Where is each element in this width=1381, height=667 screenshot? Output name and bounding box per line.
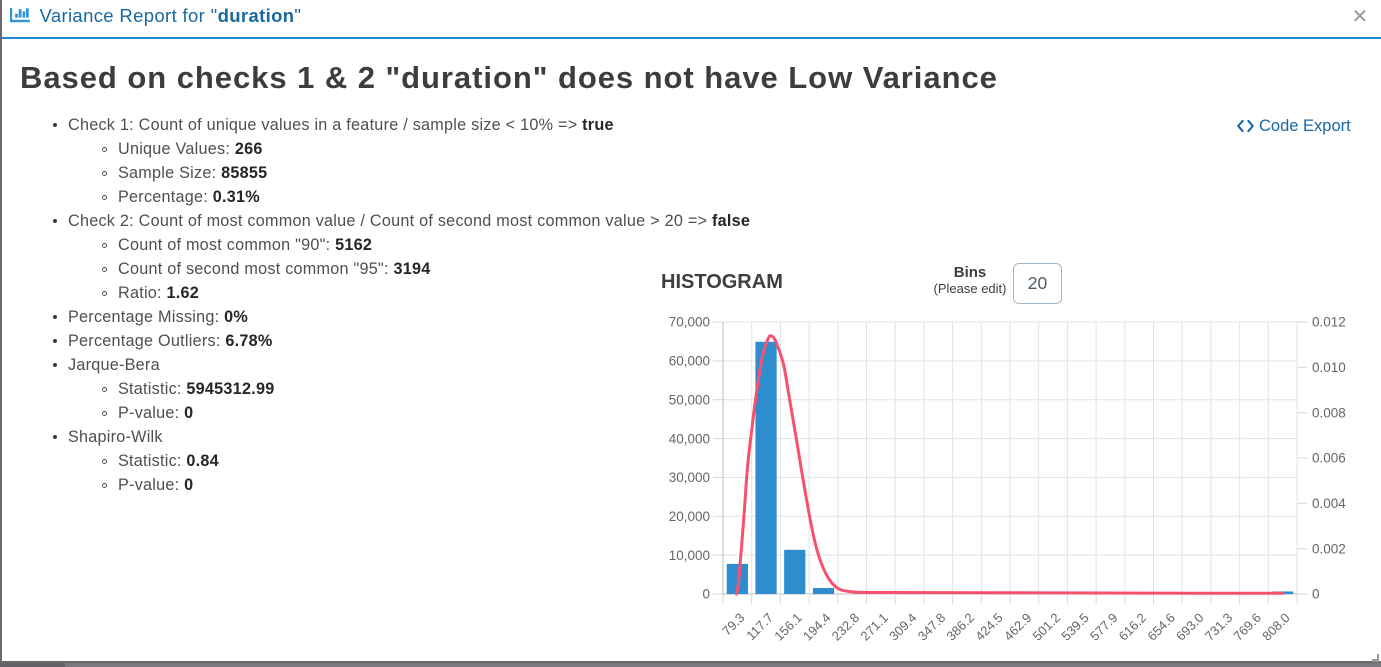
- svg-text:20,000: 20,000: [669, 509, 710, 524]
- svg-text:10,000: 10,000: [669, 548, 710, 563]
- svg-text:577.9: 577.9: [1087, 610, 1121, 644]
- svg-text:0: 0: [702, 587, 710, 602]
- svg-text:0.012: 0.012: [1312, 315, 1346, 330]
- svg-text:347.8: 347.8: [915, 610, 949, 644]
- svg-text:654.6: 654.6: [1144, 610, 1178, 644]
- svg-text:117.7: 117.7: [743, 610, 776, 643]
- svg-text:539.5: 539.5: [1058, 610, 1092, 644]
- svg-text:0.010: 0.010: [1312, 360, 1346, 375]
- svg-text:501.2: 501.2: [1030, 610, 1064, 644]
- svg-text:79.3: 79.3: [719, 610, 748, 639]
- svg-text:60,000: 60,000: [669, 354, 710, 369]
- svg-text:616.2: 616.2: [1116, 610, 1150, 644]
- svg-text:50,000: 50,000: [669, 392, 710, 407]
- svg-text:0.002: 0.002: [1312, 541, 1346, 556]
- svg-text:0.008: 0.008: [1312, 405, 1346, 420]
- svg-text:0: 0: [1312, 587, 1320, 602]
- svg-text:70,000: 70,000: [669, 315, 710, 330]
- svg-text:386.2: 386.2: [943, 610, 977, 644]
- svg-text:40,000: 40,000: [669, 431, 710, 446]
- svg-text:232.8: 232.8: [829, 610, 863, 644]
- svg-text:424.5: 424.5: [972, 610, 1006, 644]
- svg-text:462.9: 462.9: [1001, 610, 1035, 644]
- svg-text:271.1: 271.1: [857, 610, 891, 644]
- svg-text:0.004: 0.004: [1312, 496, 1346, 511]
- svg-text:693.0: 693.0: [1173, 610, 1207, 644]
- svg-text:309.4: 309.4: [886, 610, 920, 644]
- svg-text:0.006: 0.006: [1312, 451, 1346, 466]
- svg-text:194.4: 194.4: [800, 610, 834, 644]
- svg-text:731.3: 731.3: [1202, 610, 1236, 644]
- svg-text:156.1: 156.1: [771, 610, 805, 644]
- svg-text:808.0: 808.0: [1259, 610, 1293, 644]
- svg-text:769.6: 769.6: [1230, 610, 1264, 644]
- svg-text:30,000: 30,000: [669, 470, 710, 485]
